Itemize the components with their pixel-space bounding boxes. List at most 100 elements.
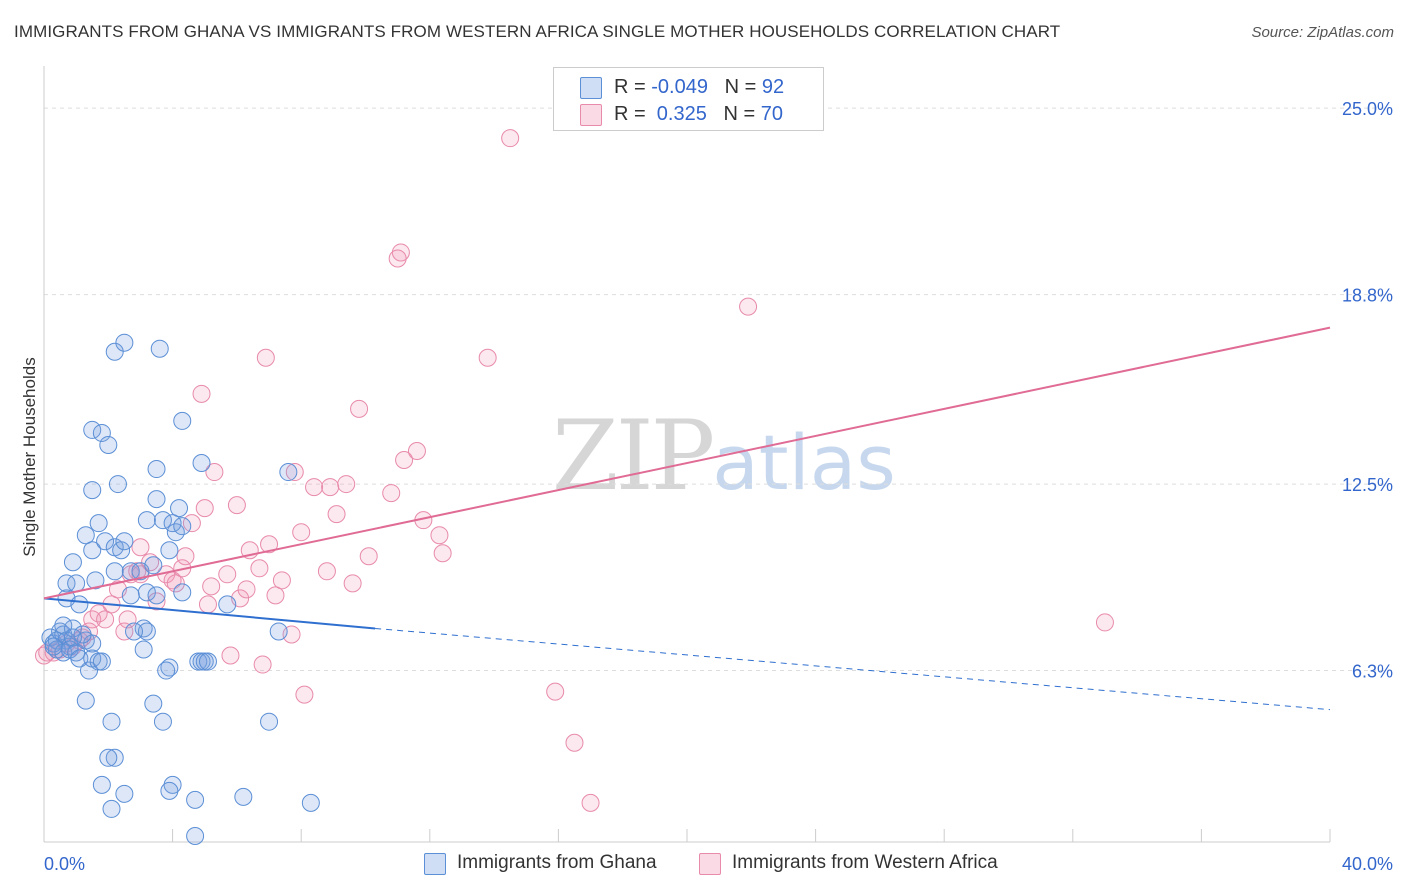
tick-labels: 6.3% 12.5% 18.8% 25.0% 0.0% 40.0% Single Mothe… [20, 99, 1393, 874]
point-ghana [99, 748, 118, 767]
point-western-africa [227, 496, 246, 515]
point-ghana [83, 481, 102, 500]
bottom-legend-label-western-africa: Immigrants from Western Africa [732, 852, 998, 873]
point-ghana [73, 625, 92, 644]
point-ghana [170, 499, 189, 518]
point-ghana [173, 583, 192, 602]
bottom-legend-swatch-ghana [424, 853, 446, 875]
trend-line-ghana [43, 597, 376, 630]
point-western-africa [115, 622, 134, 641]
legend-swatch-ghana [580, 77, 602, 99]
y-axis-label: Single Mother Households [20, 357, 39, 556]
point-ghana [89, 514, 108, 533]
point-ghana [44, 637, 63, 656]
x-tick-label: 0.0% [44, 854, 85, 874]
legend-n-value-ghana: 92 [761, 76, 785, 98]
point-ghana [153, 712, 172, 731]
point-western-africa [141, 553, 160, 572]
point-ghana [186, 826, 205, 845]
point-ghana [279, 463, 298, 482]
point-ghana [301, 793, 320, 812]
point-western-africa [478, 348, 497, 367]
point-ghana [115, 532, 134, 551]
point-western-africa [305, 478, 324, 497]
watermark-atlas: atlas [712, 418, 896, 507]
point-western-africa [272, 571, 291, 590]
series-ghana-points [41, 333, 320, 845]
point-ghana [115, 333, 134, 352]
point-ghana [234, 787, 253, 806]
point-western-africa [202, 577, 221, 596]
point-ghana [105, 562, 124, 581]
point-western-africa [430, 526, 449, 545]
trend-line-western-africa [43, 326, 1331, 600]
point-ghana [102, 799, 121, 818]
point-western-africa [1095, 613, 1114, 632]
point-western-africa [176, 547, 195, 566]
point-ghana [83, 634, 102, 653]
point-western-africa [218, 565, 237, 584]
point-ghana [105, 342, 124, 361]
point-western-africa [395, 451, 414, 470]
point-ghana [54, 616, 73, 635]
legend-r-value-western-africa: 0.325 [651, 103, 707, 125]
point-western-africa [260, 535, 279, 554]
point-western-africa [321, 478, 340, 497]
point-western-africa [359, 547, 378, 566]
point-ghana [157, 661, 176, 680]
point-western-africa [166, 574, 185, 593]
point-ghana [198, 652, 217, 671]
point-western-africa [407, 441, 426, 460]
point-western-africa [382, 484, 401, 503]
point-ghana [173, 411, 192, 430]
point-ghana [150, 339, 169, 358]
point-western-africa [237, 580, 256, 599]
legend-n-label: N = [723, 103, 761, 125]
y-tick-label: 6.3% [1352, 662, 1393, 682]
point-western-africa [343, 574, 362, 593]
point-ghana [96, 532, 115, 551]
watermark-zip: ZIP [552, 400, 715, 512]
point-western-africa [501, 129, 520, 148]
point-western-africa [96, 610, 115, 629]
point-western-africa [581, 793, 600, 812]
source-label: Source: ZipAtlas.com [1251, 24, 1394, 41]
point-western-africa [205, 463, 224, 482]
point-ghana [99, 435, 118, 454]
point-ghana [86, 571, 105, 590]
point-ghana [144, 556, 163, 575]
point-western-africa [388, 249, 407, 268]
point-ghana [70, 649, 89, 668]
point-western-africa [292, 523, 311, 542]
point-ghana [92, 775, 111, 794]
point-ghana [163, 514, 182, 533]
y-tick-label: 25.0% [1342, 99, 1393, 119]
point-western-africa [221, 646, 240, 665]
point-western-africa [285, 463, 304, 482]
point-ghana [160, 658, 179, 677]
point-ghana [80, 661, 99, 680]
legend-r-value-ghana: -0.049 [651, 76, 708, 98]
point-ghana [83, 541, 102, 560]
point-ghana [137, 511, 156, 530]
chart-title: IMMIGRANTS FROM GHANA VS IMMIGRANTS FROM… [14, 22, 1061, 41]
legend-n-value-western-africa: 70 [760, 103, 784, 125]
point-western-africa [327, 505, 346, 524]
point-ghana [153, 511, 172, 530]
point-ghana [147, 460, 166, 479]
point-ghana [125, 622, 144, 641]
legend-n-label: N = [724, 76, 762, 98]
y-tick-label: 18.8% [1342, 286, 1393, 306]
point-ghana [147, 586, 166, 605]
watermark: ZIPatlas [552, 400, 896, 512]
point-ghana [92, 652, 111, 671]
bottom-legend-label-ghana: Immigrants from Ghana [457, 852, 657, 873]
point-western-africa [253, 655, 272, 674]
point-western-africa [739, 297, 758, 316]
trend-lines [43, 326, 1331, 711]
point-ghana [105, 748, 124, 767]
axes [43, 66, 1331, 843]
point-western-africa [192, 384, 211, 403]
bottom-legend-swatch-western-africa [699, 853, 721, 875]
